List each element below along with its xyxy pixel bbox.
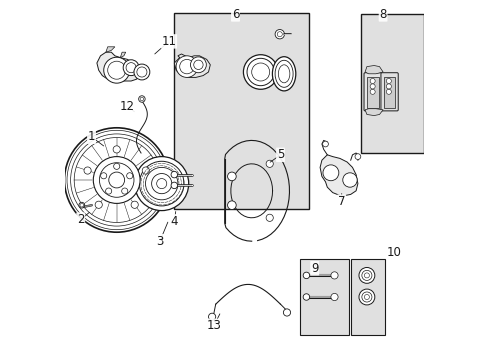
Circle shape (108, 172, 124, 188)
Circle shape (122, 188, 127, 194)
Polygon shape (365, 109, 382, 116)
Bar (361, 14, 424, 153)
Circle shape (386, 89, 390, 94)
Circle shape (134, 64, 149, 80)
Circle shape (145, 167, 178, 200)
Circle shape (139, 96, 145, 102)
Circle shape (246, 58, 274, 86)
Circle shape (251, 63, 269, 81)
Circle shape (113, 163, 120, 170)
Circle shape (131, 201, 138, 208)
Circle shape (386, 84, 390, 89)
Circle shape (95, 201, 102, 208)
Circle shape (354, 154, 360, 159)
Circle shape (99, 163, 134, 197)
Circle shape (361, 292, 371, 302)
Text: 2: 2 (77, 213, 84, 226)
Text: 1: 1 (87, 130, 95, 143)
Circle shape (265, 160, 273, 167)
Text: 13: 13 (206, 319, 221, 332)
Circle shape (113, 146, 120, 153)
Polygon shape (106, 47, 115, 52)
Text: 12: 12 (120, 100, 135, 113)
Circle shape (342, 173, 356, 187)
Polygon shape (365, 66, 382, 74)
Circle shape (126, 63, 136, 73)
Bar (366, 77, 379, 108)
Circle shape (277, 32, 282, 37)
Text: 11: 11 (161, 35, 176, 48)
Ellipse shape (272, 57, 295, 91)
Circle shape (80, 203, 83, 207)
Circle shape (227, 172, 236, 181)
Bar (383, 77, 394, 108)
Polygon shape (174, 54, 210, 77)
Circle shape (361, 270, 371, 280)
Circle shape (330, 293, 337, 301)
Circle shape (139, 161, 183, 206)
FancyBboxPatch shape (363, 73, 382, 111)
Circle shape (64, 128, 168, 232)
Circle shape (101, 173, 106, 179)
Circle shape (107, 61, 125, 79)
Circle shape (364, 273, 368, 278)
Circle shape (369, 78, 374, 84)
Circle shape (126, 173, 133, 179)
Bar (350, 259, 384, 335)
Circle shape (364, 294, 368, 300)
Circle shape (93, 157, 140, 203)
Circle shape (193, 60, 203, 69)
Ellipse shape (278, 65, 289, 83)
Circle shape (179, 59, 194, 74)
Circle shape (386, 78, 390, 84)
Circle shape (369, 89, 374, 94)
Circle shape (227, 201, 236, 210)
Circle shape (171, 182, 177, 189)
Ellipse shape (275, 60, 292, 87)
Circle shape (105, 188, 111, 194)
Circle shape (208, 313, 215, 320)
Text: 8: 8 (379, 8, 386, 21)
Circle shape (358, 289, 374, 305)
Circle shape (123, 60, 139, 76)
Circle shape (330, 272, 337, 279)
Text: 3: 3 (156, 235, 163, 248)
Circle shape (151, 174, 171, 194)
Circle shape (322, 165, 338, 181)
Text: 9: 9 (310, 262, 318, 275)
Circle shape (265, 214, 273, 221)
Circle shape (190, 57, 206, 73)
FancyBboxPatch shape (380, 73, 397, 111)
Text: 10: 10 (386, 246, 401, 258)
Circle shape (84, 167, 91, 174)
Circle shape (134, 157, 188, 211)
Circle shape (171, 171, 177, 178)
Circle shape (303, 272, 309, 279)
Bar (174, 13, 309, 209)
Text: 7: 7 (337, 195, 345, 208)
Circle shape (322, 141, 328, 147)
Text: 5: 5 (276, 148, 284, 161)
Circle shape (275, 30, 284, 39)
Text: 6: 6 (231, 8, 239, 21)
Circle shape (156, 179, 166, 189)
Circle shape (243, 55, 277, 89)
Circle shape (176, 56, 197, 77)
Bar (300, 259, 348, 335)
Circle shape (140, 97, 143, 101)
Text: 4: 4 (170, 215, 178, 228)
Circle shape (283, 309, 290, 316)
Circle shape (137, 67, 146, 77)
Circle shape (103, 57, 129, 83)
Polygon shape (97, 52, 140, 81)
Circle shape (79, 202, 84, 208)
Polygon shape (120, 52, 125, 58)
Circle shape (358, 267, 374, 283)
Circle shape (142, 167, 149, 174)
Circle shape (369, 84, 374, 89)
Circle shape (303, 294, 309, 300)
Polygon shape (320, 155, 357, 196)
